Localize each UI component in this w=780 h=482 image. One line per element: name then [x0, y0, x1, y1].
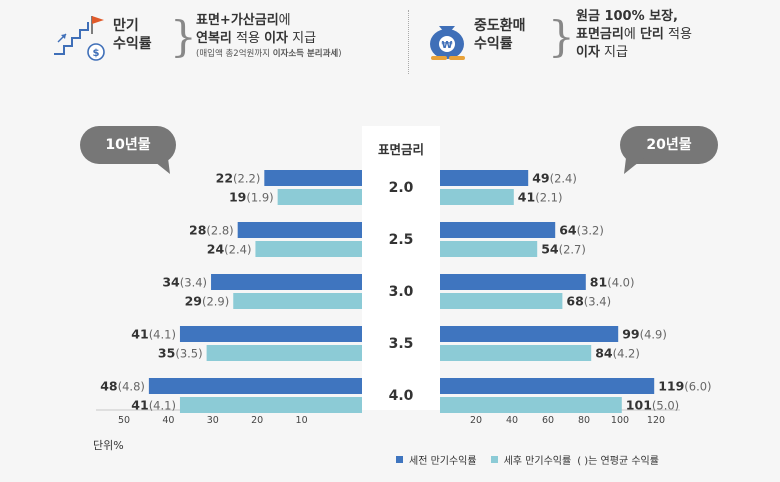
bar-20y-pre-tax [440, 274, 586, 290]
value-label-20y: 84(4.2) [595, 346, 640, 361]
maturity-yield-title: 만기 수익률 [113, 18, 152, 52]
left-tick-label: 40 [162, 415, 174, 426]
value-label-20y: 81(4.0) [590, 275, 635, 290]
value-label-10y: 34(3.4) [162, 275, 207, 290]
svg-text:₩: ₩ [441, 40, 452, 51]
bubble-10-year: 10년물 [80, 126, 176, 164]
legend-label-post-tax: 세후 만기수익률 [503, 456, 572, 467]
bar-20y-post-tax [440, 241, 538, 257]
value-label-20y: 41(2.1) [518, 190, 563, 205]
value-label-10y: 35(3.5) [158, 346, 203, 361]
center-rate-label: 2.0 [389, 180, 414, 196]
value-label-20y: 101(5.0) [626, 398, 679, 413]
value-label-20y: 49(2.4) [532, 171, 577, 186]
right-tick-label: 20 [470, 415, 482, 426]
header-left: $ [52, 12, 108, 66]
value-label-10y: 19(1.9) [229, 190, 274, 205]
center-column [362, 126, 440, 410]
right-tick-label: 120 [647, 415, 665, 426]
svg-text:$: $ [93, 48, 100, 59]
value-label-10y: 29(2.9) [185, 294, 230, 309]
legend-note: ( )는 연평균 수익률 [577, 456, 659, 467]
bar-10y-post-tax [179, 397, 362, 413]
left-tick-label: 20 [251, 415, 263, 426]
bar-20y-pre-tax [440, 326, 619, 342]
stairs-coin-icon: $ [54, 16, 105, 61]
value-label-20y: 54(2.7) [541, 242, 586, 257]
bubble-10-year-tail [150, 158, 170, 174]
header-right: ₩ [425, 14, 471, 68]
bubble-20-year-tail [624, 158, 644, 174]
value-label-10y: 22(2.2) [216, 171, 261, 186]
right-tick-label: 60 [542, 415, 554, 426]
bar-10y-pre-tax [264, 170, 362, 186]
maturity-yield-desc: 표면+가산금리에 연복리 적용 이자 지급 (매입액 총2억원까지 이자소득 분… [196, 13, 342, 59]
left-tick-label: 10 [296, 415, 308, 426]
bar-10y-pre-tax [237, 222, 362, 238]
value-label-10y: 48(4.8) [100, 379, 145, 394]
value-label-10y: 28(2.8) [189, 223, 234, 238]
center-header: 표면금리 [378, 142, 424, 157]
bar-10y-post-tax [233, 293, 362, 309]
bar-20y-post-tax [440, 189, 514, 205]
money-bag-icon: ₩ [430, 26, 465, 60]
value-label-20y: 64(3.2) [559, 223, 604, 238]
right-tick-label: 40 [506, 415, 518, 426]
bar-10y-post-tax [277, 189, 362, 205]
bar-10y-pre-tax [211, 274, 362, 290]
brace-left: } [170, 12, 197, 61]
bar-20y-post-tax [440, 345, 592, 361]
left-tick-label: 30 [207, 415, 219, 426]
bar-20y-pre-tax [440, 378, 655, 394]
early-redemption-title: 중도환매 수익률 [474, 18, 526, 52]
center-rate-label: 4.0 [389, 388, 414, 404]
header-divider [408, 10, 409, 74]
brace-right: } [548, 12, 575, 61]
left-tick-label: 50 [118, 415, 130, 426]
bar-20y-post-tax [440, 293, 563, 309]
legend-swatch-post-tax [490, 456, 498, 463]
center-rate-label: 3.5 [389, 336, 414, 352]
unit-label: 단위% [93, 439, 124, 452]
bar-10y-post-tax [255, 241, 362, 257]
center-rate-label: 2.5 [389, 232, 414, 248]
center-rate-label: 3.0 [389, 284, 414, 300]
right-tick-label: 80 [578, 415, 590, 426]
bar-10y-post-tax [206, 345, 362, 361]
value-label-20y: 99(4.9) [622, 327, 667, 342]
value-label-10y: 41(4.1) [131, 398, 176, 413]
value-label-10y: 24(2.4) [207, 242, 252, 257]
bar-10y-pre-tax [179, 326, 362, 342]
right-tick-label: 100 [611, 415, 629, 426]
legend: 세전 만기수익률 세후 만기수익률 ( )는 연평균 수익률 [396, 452, 659, 467]
bubble-20-year: 20년물 [620, 126, 718, 164]
value-label-20y: 68(3.4) [566, 294, 611, 309]
bar-20y-pre-tax [440, 222, 556, 238]
value-label-20y: 119(6.0) [658, 379, 711, 394]
value-label-10y: 41(4.1) [131, 327, 176, 342]
bar-10y-pre-tax [148, 378, 362, 394]
bar-20y-post-tax [440, 397, 622, 413]
early-redemption-desc: 원금 100% 보장, 표면금리에 단리 적용 이자 지급 [576, 9, 692, 60]
legend-swatch-pre-tax [396, 456, 403, 463]
bar-20y-pre-tax [440, 170, 529, 186]
legend-label-pre-tax: 세전 만기수익률 [409, 456, 477, 467]
